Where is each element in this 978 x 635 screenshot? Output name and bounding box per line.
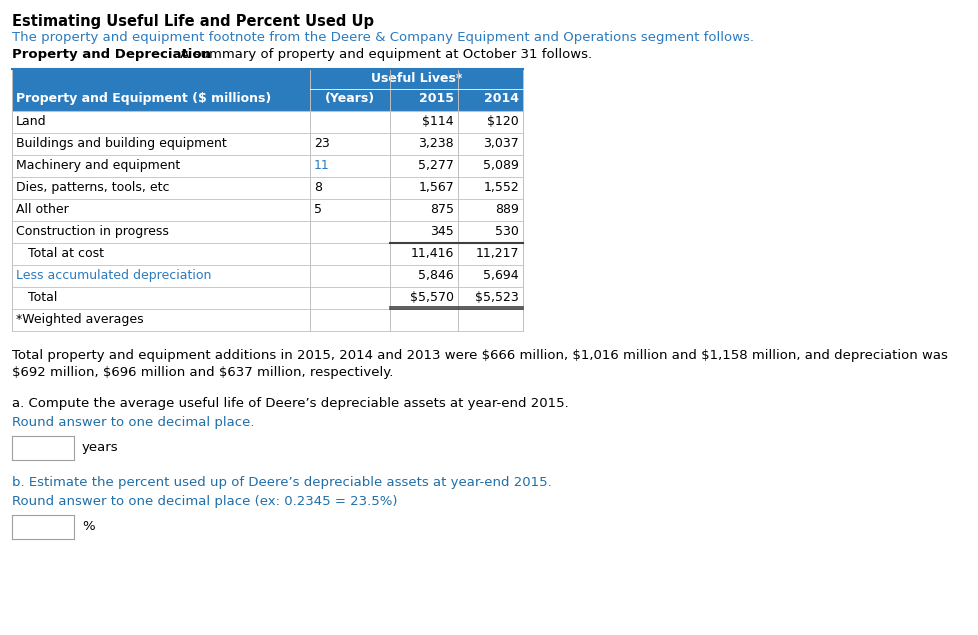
Text: 1,567: 1,567	[418, 181, 454, 194]
Text: $5,523: $5,523	[474, 291, 518, 304]
Text: 5: 5	[314, 203, 322, 216]
Text: 11: 11	[314, 159, 330, 172]
Text: All other: All other	[16, 203, 68, 216]
Text: Property and Equipment ($ millions): Property and Equipment ($ millions)	[16, 92, 271, 105]
Bar	[12, 221, 522, 243]
Text: Round answer to one decimal place.: Round answer to one decimal place.	[12, 415, 254, 429]
Text: b. Estimate the percent used up of Deere’s depreciable assets at year-end 2015.: b. Estimate the percent used up of Deere…	[12, 476, 552, 488]
Text: 11,416: 11,416	[410, 247, 454, 260]
Text: 5,277: 5,277	[418, 159, 454, 172]
Bar	[12, 69, 522, 89]
Text: *Weighted averages: *Weighted averages	[16, 313, 144, 326]
Text: $5,570: $5,570	[410, 291, 454, 304]
Text: (Years): (Years)	[325, 92, 375, 105]
Bar	[12, 177, 522, 199]
Text: Round answer to one decimal place (ex: 0.2345 = 23.5%): Round answer to one decimal place (ex: 0…	[12, 495, 397, 507]
Text: $692 million, $696 million and $637 million, respectively.: $692 million, $696 million and $637 mill…	[12, 366, 393, 379]
Text: $114: $114	[422, 115, 454, 128]
Text: 2014: 2014	[483, 92, 518, 105]
Text: Machinery and equipment: Machinery and equipment	[16, 159, 180, 172]
Text: %: %	[82, 519, 95, 533]
Bar	[12, 243, 522, 265]
Text: a. Compute the average useful life of Deere’s depreciable assets at year-end 201: a. Compute the average useful life of De…	[12, 397, 568, 410]
Text: Useful Lives*: Useful Lives*	[371, 72, 462, 85]
Bar	[12, 133, 522, 155]
Text: Less accumulated depreciation: Less accumulated depreciation	[16, 269, 211, 282]
Text: 5,694: 5,694	[483, 269, 518, 282]
Text: 5,846: 5,846	[418, 269, 454, 282]
Bar	[12, 287, 522, 309]
Bar	[12, 514, 74, 538]
Text: Buildings and building equipment: Buildings and building equipment	[16, 137, 227, 150]
Text: 5,089: 5,089	[482, 159, 518, 172]
Text: 23: 23	[314, 137, 330, 150]
Text: Total at cost: Total at cost	[16, 247, 104, 260]
Text: A summary of property and equipment at October 31 follows.: A summary of property and equipment at O…	[176, 48, 592, 61]
Text: 875: 875	[429, 203, 454, 216]
Text: Land: Land	[16, 115, 47, 128]
Text: Dies, patterns, tools, etc: Dies, patterns, tools, etc	[16, 181, 169, 194]
Text: Property and Depreciation: Property and Depreciation	[12, 48, 211, 61]
Text: Total property and equipment additions in 2015, 2014 and 2013 were $666 million,: Total property and equipment additions i…	[12, 349, 947, 362]
Text: 3,037: 3,037	[483, 137, 518, 150]
Text: Construction in progress: Construction in progress	[16, 225, 168, 238]
Text: years: years	[82, 441, 118, 453]
Text: 3,238: 3,238	[418, 137, 454, 150]
Text: 2015: 2015	[419, 92, 454, 105]
Text: $120: $120	[487, 115, 518, 128]
Text: 530: 530	[495, 225, 518, 238]
Bar	[12, 155, 522, 177]
Text: The property and equipment footnote from the Deere & Company Equipment and Opera: The property and equipment footnote from…	[12, 31, 753, 44]
Bar	[12, 436, 74, 460]
Bar	[12, 265, 522, 287]
Bar	[12, 199, 522, 221]
Text: Estimating Useful Life and Percent Used Up: Estimating Useful Life and Percent Used …	[12, 14, 374, 29]
Text: 345: 345	[429, 225, 454, 238]
Text: 1,552: 1,552	[483, 181, 518, 194]
Text: 889: 889	[495, 203, 518, 216]
Bar	[12, 309, 522, 331]
Text: 11,217: 11,217	[475, 247, 518, 260]
Text: Total: Total	[16, 291, 58, 304]
Bar	[12, 89, 522, 111]
Bar	[12, 111, 522, 133]
Text: 8: 8	[314, 181, 322, 194]
